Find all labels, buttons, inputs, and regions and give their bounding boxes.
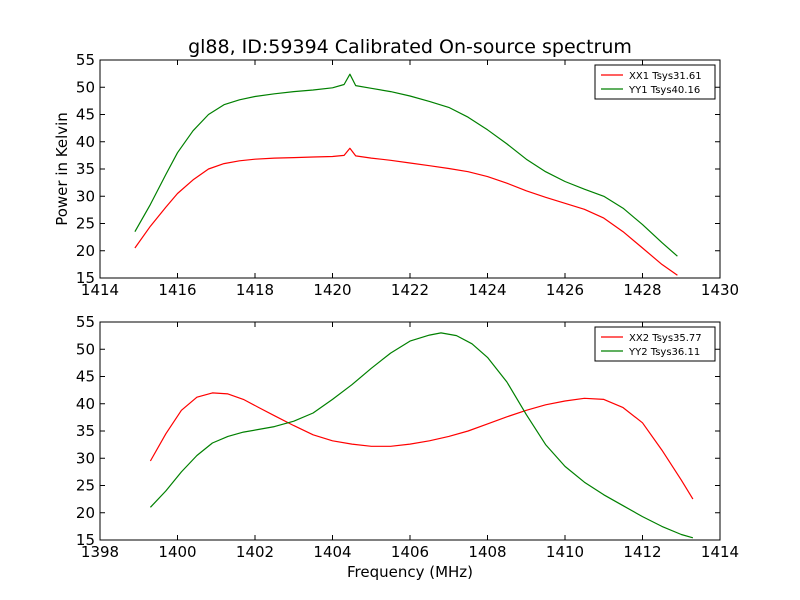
y-tick-label: 30 (76, 449, 95, 467)
y-tick-label: 30 (76, 187, 95, 205)
y-tick-label: 20 (76, 242, 95, 260)
legend-entry-label: XX1 Tsys31.61 (629, 71, 702, 82)
x-tick-label: 1414 (701, 543, 739, 561)
x-tick-label: 1398 (81, 543, 119, 561)
y-tick-label: 55 (76, 51, 95, 69)
legend-entry-label: YY2 Tsys36.11 (628, 347, 700, 358)
x-tick-label: 1428 (623, 281, 661, 299)
x-tick-label: 1406 (391, 543, 429, 561)
y-tick-label: 50 (76, 340, 95, 358)
chart-title: gl88, ID:59394 Calibrated On-source spec… (188, 36, 632, 58)
series-line-1-1 (149, 332, 694, 539)
x-tick-label: 1426 (546, 281, 584, 299)
y-tick-label: 45 (76, 368, 95, 386)
series-line-1-0 (149, 392, 694, 500)
x-tick-label: 1422 (391, 281, 429, 299)
x-tick-label: 1416 (158, 281, 196, 299)
top-panel: 1414 1416 1418 1420 1422 1424 1426 1428 1430 15 20… (76, 51, 739, 299)
x-tick-label: 1418 (236, 281, 274, 299)
y-tick-label: 35 (76, 422, 95, 440)
y-tick-label: 15 (76, 531, 95, 549)
y-axis-label: Power in Kelvin (53, 112, 71, 226)
x-tick-label: 1430 (701, 281, 739, 299)
legend-box (594, 326, 716, 362)
x-tick-label: 1402 (236, 543, 274, 561)
y-tick-label: 25 (76, 215, 95, 233)
x-tick-label: 1400 (158, 543, 196, 561)
series-line-0-0 (134, 147, 678, 276)
y-tick-label: 20 (76, 504, 95, 522)
x-axis-label: Frequency (MHz) (347, 563, 473, 581)
y-tick-label: 35 (76, 160, 95, 178)
legend: XX1 Tsys31.61 YY1 Tsys40.16 (594, 64, 716, 100)
legend-entry-label: YY1 Tsys40.16 (628, 85, 700, 96)
legend-entry-label: XX2 Tsys35.77 (629, 333, 702, 344)
series-line-0-1 (134, 73, 678, 257)
y-tick-label: 15 (76, 269, 95, 287)
y-tick-label: 55 (76, 313, 95, 331)
x-tick-label: 1424 (468, 281, 506, 299)
y-tick-label: 45 (76, 106, 95, 124)
legend: XX2 Tsys35.77 YY2 Tsys36.11 (594, 326, 716, 362)
x-tick-label: 1410 (546, 543, 584, 561)
y-tick-label: 40 (76, 395, 95, 413)
y-tick-label: 40 (76, 133, 95, 151)
y-tick-label: 50 (76, 78, 95, 96)
x-tick-label: 1420 (313, 281, 351, 299)
legend-box (594, 64, 716, 100)
x-tick-label: 1408 (468, 543, 506, 561)
y-tick-label: 25 (76, 477, 95, 495)
x-tick-label: 1414 (81, 281, 119, 299)
x-tick-label: 1412 (623, 543, 661, 561)
x-tick-label: 1404 (313, 543, 351, 561)
bottom-panel: 1398 1400 1402 1404 1406 1408 1410 1412 1414 15 20… (76, 313, 739, 561)
